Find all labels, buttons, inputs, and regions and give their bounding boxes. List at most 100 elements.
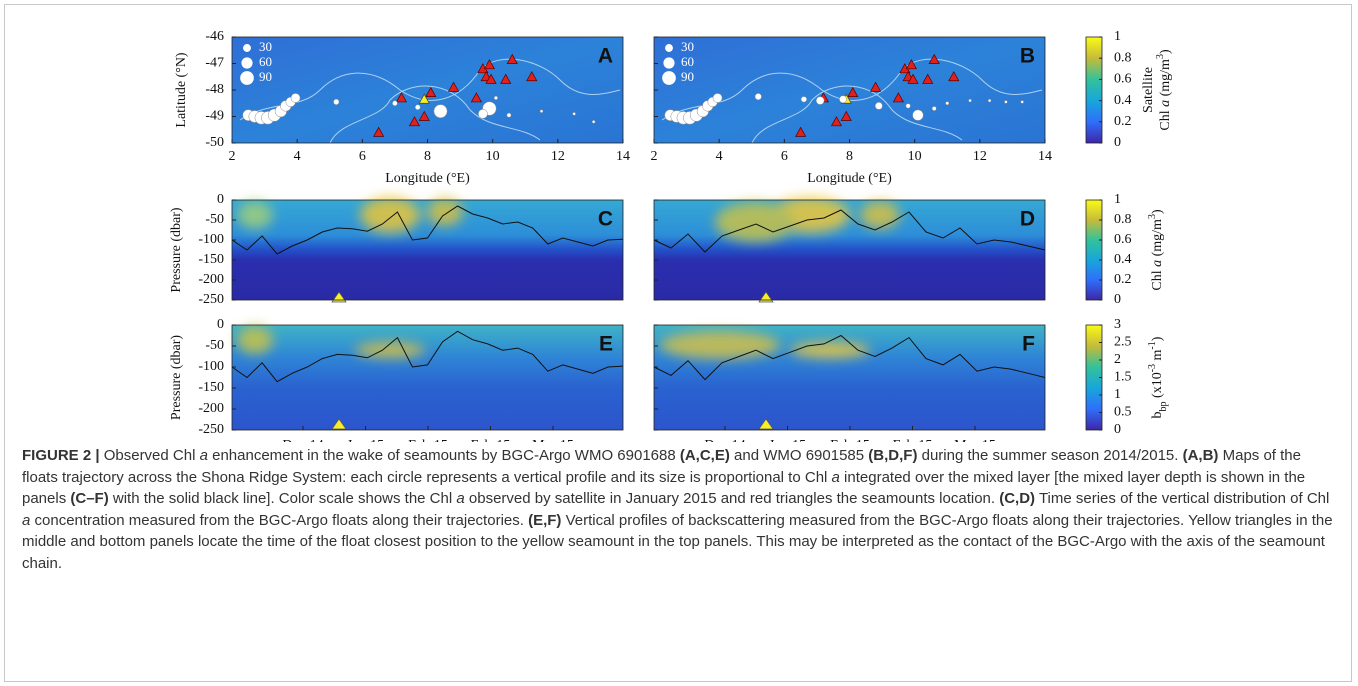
- x-axis-label: Longitude (°E): [807, 171, 892, 186]
- colorbar-tick-label: 1.5: [1114, 370, 1132, 385]
- float-profile: [1004, 100, 1008, 104]
- map-background: [654, 37, 1045, 143]
- caption-text: a: [831, 468, 840, 486]
- seamount: [922, 73, 934, 84]
- panel-backgrounds: [232, 37, 1045, 430]
- colorbar-label-part: (mg/m: [1150, 219, 1165, 260]
- colorbar-label-part: m: [1150, 349, 1165, 364]
- float-profile: [800, 96, 807, 103]
- y-axis-label: Pressure (dbar): [169, 335, 184, 420]
- axes-box: [653, 199, 1046, 301]
- caption-text: (B,D,F): [868, 447, 918, 464]
- float-profile: [506, 112, 512, 118]
- colorbar-tick-label: 3: [1114, 317, 1121, 332]
- legend-circle: [241, 57, 253, 69]
- float-profile: [591, 120, 596, 124]
- seamount: [847, 86, 859, 98]
- y-tick-label: -47: [205, 56, 224, 71]
- caption-text: a: [199, 447, 208, 464]
- seamount: [425, 86, 437, 98]
- map-background: [232, 37, 623, 143]
- y-tick-label: -200: [198, 272, 224, 287]
- float-profile: [905, 103, 911, 109]
- x-tick-label: Jan-15: [769, 438, 806, 442]
- colorbar-tick-label: 1: [1114, 387, 1121, 402]
- y-tick-label: -50: [205, 212, 224, 227]
- float-profile: [433, 104, 448, 119]
- colorbar-label-part: -1: [1147, 341, 1158, 349]
- colorbar-label-part: ): [1150, 209, 1165, 214]
- seamount: [830, 116, 843, 127]
- seamount: [907, 73, 919, 84]
- seamount: [892, 92, 904, 103]
- y-tick-label: -100: [198, 359, 224, 374]
- caption-text: and WMO 6901585: [729, 447, 869, 464]
- y-tick-label: -200: [198, 401, 224, 416]
- colorbar-tick-label: 2.5: [1114, 335, 1132, 350]
- colorbar-tick-label: 0.2: [1114, 114, 1132, 129]
- legend-label: 60: [259, 54, 272, 69]
- float-profile: [912, 109, 924, 121]
- float-profile: [968, 98, 972, 103]
- x-tick-label: 6: [781, 149, 788, 164]
- colorbar-label: bbp (x10-3 m-1): [1147, 336, 1169, 418]
- seamount: [526, 71, 538, 82]
- legend-circle: [662, 71, 676, 85]
- colorbar-label-part: a: [1158, 100, 1173, 107]
- float-profile: [333, 98, 340, 105]
- colorbar-label-part: 3: [1147, 214, 1158, 219]
- float-profile: [754, 93, 762, 101]
- seamount: [418, 110, 430, 121]
- legend-label: 60: [681, 54, 694, 69]
- map-contours: [239, 58, 1043, 144]
- x-tick-label: Feb-15: [893, 438, 933, 442]
- x-tick-label: 10: [908, 149, 922, 164]
- seamount: [373, 126, 385, 137]
- heatmap: [232, 325, 623, 430]
- colorbar-label-part: ): [1158, 49, 1173, 54]
- seamount: [408, 116, 421, 127]
- colorbar-label-part: (x10: [1150, 372, 1165, 401]
- x-tick-label: Mar-15: [954, 438, 996, 442]
- y-tick-label: -150: [198, 380, 224, 395]
- colorbar: [1085, 199, 1103, 301]
- colorbar-tick-label: 2: [1114, 352, 1121, 367]
- contact-marker: [331, 418, 347, 430]
- legend-circle: [665, 44, 673, 52]
- caption-text: Time series of the vertical distribution…: [1035, 490, 1330, 507]
- heatmap: [232, 200, 623, 300]
- panel-letter: D: [1020, 208, 1035, 231]
- caption-text: (E,F): [528, 511, 562, 529]
- y-tick-label: 0: [217, 317, 224, 332]
- colorbar-tick-label: 0.8: [1114, 212, 1132, 227]
- colorbar: [1085, 36, 1103, 144]
- x-tick-label: 4: [716, 149, 723, 164]
- panel-letter: E: [599, 333, 613, 356]
- seamount: [470, 92, 482, 103]
- float-profile: [1020, 100, 1024, 104]
- seamount: [500, 73, 512, 84]
- caption-text: concentration measured from the BGC-Argo…: [30, 511, 529, 529]
- colorbar-label-part: b: [1150, 411, 1165, 418]
- caption-text: (A,B): [1182, 447, 1219, 464]
- colorbar-tick-label: 0.5: [1114, 405, 1132, 420]
- y-tick-label: -46: [205, 29, 224, 44]
- y-tick-label: -100: [198, 232, 224, 247]
- legend-label: 30: [681, 39, 694, 54]
- x-tick-label: 14: [1038, 149, 1052, 164]
- caption-text: enhancement in the wake of seamounts by …: [207, 447, 680, 464]
- caption-text: observed by satellite in January 2015 an…: [464, 490, 1000, 507]
- y-tick-label: -50: [205, 135, 224, 150]
- colorbar-tick-label: 0: [1114, 135, 1121, 150]
- figure-caption: FIGURE 2 | Observed Chl a enhancement in…: [22, 445, 1340, 574]
- float-profile: [712, 93, 723, 103]
- seamount: [447, 81, 460, 92]
- colorbar-label: Satellite: [1141, 67, 1156, 113]
- seamount: [395, 92, 408, 103]
- x-tick-label: 8: [846, 149, 853, 164]
- caption-text: FIGURE 2 |: [22, 447, 100, 464]
- float-profile: [572, 112, 576, 116]
- colorbar-tick-label: 0: [1114, 292, 1121, 307]
- x-tick-label: Feb-15: [471, 438, 511, 442]
